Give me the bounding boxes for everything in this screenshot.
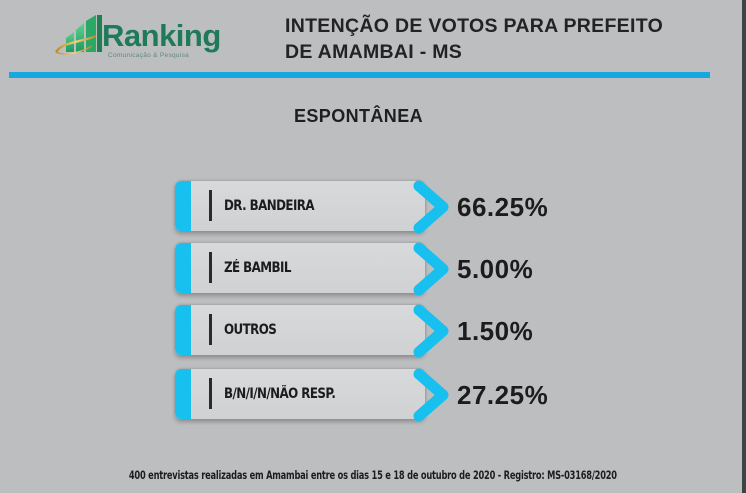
chevron-right-icon	[413, 242, 449, 296]
chevron-right-icon	[413, 304, 449, 358]
result-row: B/N/I/N/NÃO RESP. 27.25%	[175, 366, 595, 424]
logo-brand-text: Ranking	[102, 18, 221, 53]
ranking-logo: Ranking Comunicação & Pesquisa	[52, 12, 222, 60]
vote-percentage: 1.50%	[457, 316, 534, 346]
result-row: OUTROS 1.50%	[175, 302, 595, 360]
methodology-footnote: 400 entrevistas realizadas em Amambai en…	[0, 466, 746, 484]
footnote-text: 400 entrevistas realizadas em Amambai en…	[129, 468, 617, 482]
candidate-card: DR. BANDEIRA	[175, 181, 425, 231]
card-accent-tab	[175, 305, 191, 355]
title-line-1: INTENÇÃO DE VOTOS PARA PREFEITO	[285, 15, 664, 37]
candidate-card: ZÉ BAMBIL	[175, 243, 425, 293]
candidate-name: DR. BANDEIRA	[224, 198, 315, 214]
logo-tagline: Comunicação & Pesquisa	[108, 52, 190, 59]
header-divider	[9, 72, 710, 78]
poll-type-heading: ESPONTÂNEA	[294, 106, 424, 126]
candidate-name: B/N/I/N/NÃO RESP.	[224, 386, 336, 402]
card-accent-tab	[175, 181, 191, 231]
card-accent-tab	[175, 243, 191, 293]
card-divider	[209, 252, 212, 283]
candidate-name: OUTROS	[224, 322, 277, 338]
card-divider	[209, 314, 212, 345]
card-accent-tab	[175, 369, 191, 419]
bar-growth-logo-icon	[55, 15, 102, 55]
chevron-right-icon	[413, 368, 449, 422]
result-row: ZÉ BAMBIL 5.00%	[175, 240, 595, 298]
candidate-name: ZÉ BAMBIL	[224, 260, 291, 276]
chevron-right-icon	[413, 180, 449, 234]
vote-percentage: 27.25%	[457, 380, 549, 410]
candidate-card: B/N/I/N/NÃO RESP.	[175, 369, 425, 419]
title-line-2: DE AMAMBAI - MS	[285, 41, 463, 63]
card-divider	[209, 378, 212, 409]
card-divider	[209, 190, 212, 221]
candidate-card: OUTROS	[175, 305, 425, 355]
page-title: INTENÇÃO DE VOTOS PARA PREFEITO DE AMAMB…	[285, 13, 663, 65]
vote-percentage: 66.25%	[457, 192, 549, 222]
vote-percentage: 5.00%	[457, 254, 534, 284]
result-row: DR. BANDEIRA 66.25%	[175, 178, 595, 236]
right-edge-border	[742, 0, 746, 493]
